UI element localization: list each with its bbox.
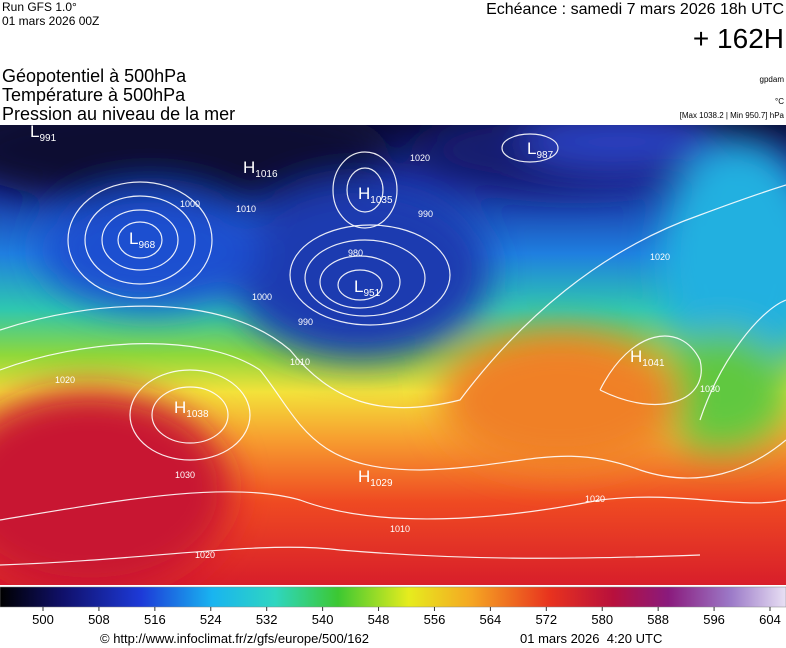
isobar-label: 990 xyxy=(418,209,433,219)
isobars xyxy=(0,133,786,566)
header: Run GFS 1.0° 01 mars 2026 00Z Echéance :… xyxy=(2,0,785,124)
center-kind: H xyxy=(630,347,642,366)
pressure-center: H1041 xyxy=(630,347,665,369)
center-kind: H xyxy=(243,158,255,177)
title-line: Géopotentiel à 500hPa xyxy=(2,66,187,86)
center-kind: H xyxy=(358,184,370,203)
run-label: Run GFS 1.0° xyxy=(2,0,77,14)
center-value: 1029 xyxy=(370,478,393,489)
isobar-label: 1000 xyxy=(180,199,200,209)
isobar-label: 1020 xyxy=(410,153,430,163)
isobar-label: 980 xyxy=(348,248,363,258)
title-line: Pression au niveau de la mer xyxy=(2,104,235,124)
lead-time: + 162H xyxy=(693,23,784,54)
center-kind: L xyxy=(129,229,138,248)
isobar-label: 1010 xyxy=(290,357,310,367)
isobar-label: 1020 xyxy=(585,494,605,504)
colorbar-tick-label: 532 xyxy=(256,612,278,627)
title-line: Température à 500hPa xyxy=(2,85,186,105)
isobar-label: 1020 xyxy=(650,252,670,262)
colorbar-tick-label: 556 xyxy=(424,612,446,627)
center-kind: L xyxy=(30,122,39,141)
generated-time: 01 mars 2026 4:20 UTC xyxy=(520,631,662,646)
center-value: 968 xyxy=(138,240,155,251)
isobar-label: 1020 xyxy=(195,550,215,560)
isobar-label: 1030 xyxy=(700,384,720,394)
colorbar-tick-label: 524 xyxy=(200,612,222,627)
isobar-label: 990 xyxy=(298,317,313,327)
pressure-center: L987 xyxy=(527,139,554,161)
colorbar-tick-label: 516 xyxy=(144,612,166,627)
center-value: 991 xyxy=(39,133,56,144)
isobar-label: 1030 xyxy=(175,470,195,480)
pressure-center: H1029 xyxy=(358,467,393,489)
colorbar-tick-label: 596 xyxy=(703,612,725,627)
map: L991 H1016 L987 H1035 L968 L951 H1041 H1… xyxy=(0,122,786,585)
isobar-label: 1010 xyxy=(236,204,256,214)
source-url: © http://www.infoclimat.fr/z/gfs/europe/… xyxy=(100,631,369,646)
pressure-center: H1016 xyxy=(243,158,278,180)
center-value: 1041 xyxy=(642,358,665,369)
unit: °C xyxy=(775,97,784,106)
center-kind: H xyxy=(174,398,186,417)
colorbar-tick-label: 588 xyxy=(647,612,669,627)
colorbar xyxy=(0,586,786,608)
forecast-time: Echéance : samedi 7 mars 2026 18h UTC xyxy=(486,1,784,18)
colorbar-tick-label: 500 xyxy=(32,612,54,627)
isobar-label: 1010 xyxy=(390,524,410,534)
center-kind: H xyxy=(358,467,370,486)
unit: gpdam xyxy=(760,75,785,84)
center-value: 1016 xyxy=(255,169,278,180)
colorbar-tick-label: 604 xyxy=(759,612,781,627)
isobar-label: 1000 xyxy=(252,292,272,302)
colorbar-tick-label: 540 xyxy=(312,612,334,627)
center-value: 951 xyxy=(363,288,380,299)
pressure-center: L991 xyxy=(30,122,57,144)
pressure-center: H1035 xyxy=(358,184,393,206)
center-value: 1038 xyxy=(186,409,209,420)
footer: © http://www.infoclimat.fr/z/gfs/europe/… xyxy=(100,631,662,646)
center-value: 1035 xyxy=(370,195,393,206)
colorbar-ticks: 500 508 516 524 532 540 548 556 564 572 580 588 596 6… xyxy=(32,607,781,627)
isobar-label: 1020 xyxy=(55,375,75,385)
pressure-center: L951 xyxy=(354,277,381,299)
pressure-center: H1038 xyxy=(174,398,209,420)
center-labels: L991 H1016 L987 H1035 L968 L951 H1041 H1… xyxy=(30,122,665,489)
colorbar-tick-label: 564 xyxy=(480,612,502,627)
center-value: 987 xyxy=(536,150,553,161)
colorbar-tick-label: 580 xyxy=(591,612,613,627)
pressure-center: L968 xyxy=(129,229,156,251)
colorbar-tick-label: 572 xyxy=(535,612,557,627)
isobar-labels: 1000 1010 990 980 1020 1030 1000 990 101… xyxy=(55,153,720,560)
colorbar-tick-label: 548 xyxy=(368,612,390,627)
center-kind: L xyxy=(527,139,536,158)
colorbar-tick-label: 508 xyxy=(88,612,110,627)
run-date: 01 mars 2026 00Z xyxy=(2,14,99,28)
center-kind: L xyxy=(354,277,363,296)
unit: [Max 1038.2 | Min 950.7] hPa xyxy=(680,111,785,120)
